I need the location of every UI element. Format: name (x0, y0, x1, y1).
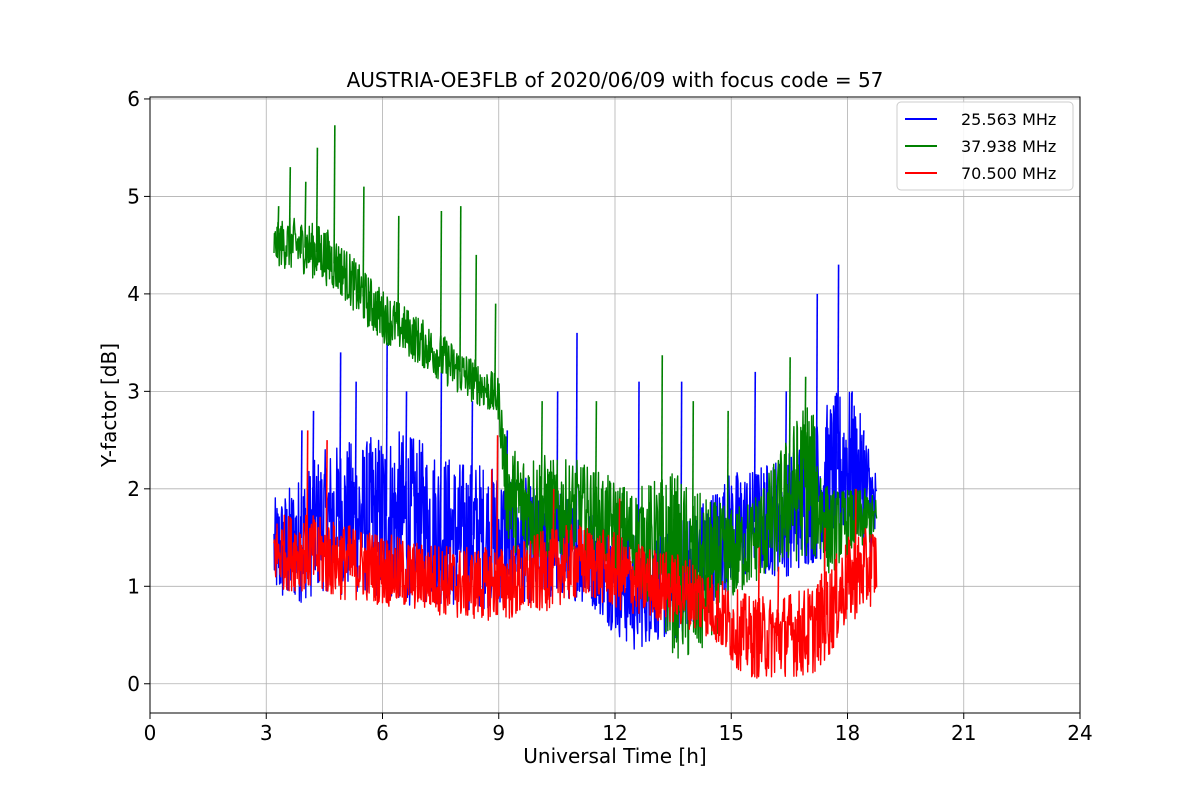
y-tick-label: 0 (127, 672, 140, 696)
series-spike-1 (862, 430, 865, 483)
x-tick-label: 24 (1067, 721, 1092, 745)
chart-title: AUSTRIA-OE3FLB of 2020/06/09 with focus … (347, 68, 884, 92)
series-spike-3 (552, 488, 555, 569)
x-tick-label: 6 (376, 721, 389, 745)
series-spike-1 (404, 391, 408, 520)
series-spike-1 (385, 342, 388, 517)
series-spike-2 (494, 303, 497, 396)
series-spike-1 (311, 410, 315, 530)
x-tick-label: 15 (719, 721, 744, 745)
x-tick-label: 21 (951, 721, 976, 745)
x-tick-label: 0 (144, 721, 157, 745)
series-spike-2 (277, 206, 280, 245)
series-spike-3 (618, 498, 621, 574)
series-spike-1 (850, 391, 853, 466)
plot-area (273, 125, 878, 679)
series-spike-2 (397, 215, 400, 326)
series-spike-1 (439, 371, 443, 528)
y-tick-label: 3 (127, 379, 140, 403)
series-spike-3 (496, 435, 499, 584)
y-tick-label: 2 (127, 477, 140, 501)
series-spike-2 (660, 355, 664, 554)
legend: 25.563 MHz 37.938 MHz 70.500 MHz (896, 101, 1074, 191)
series-spike-2 (362, 186, 365, 297)
y-tick-label: 6 (127, 87, 140, 111)
series-spike-3 (823, 527, 826, 618)
series-spike-2 (315, 147, 319, 252)
series-spike-2 (726, 410, 729, 560)
series-spike-1 (753, 371, 757, 522)
grid (149, 97, 1081, 713)
x-axis-label: Universal Time [h] (523, 744, 706, 768)
series-spike-3 (306, 430, 309, 553)
y-tick-label: 4 (127, 282, 140, 306)
series-spike-2 (691, 401, 695, 582)
y-axis-label: Y-factor [dB] (97, 343, 121, 468)
series-spike-1 (815, 293, 819, 491)
series-spike-2 (788, 357, 791, 499)
legend-label: 70.500 MHz (961, 164, 1056, 183)
series-spike-1 (470, 401, 474, 536)
series-spike-2 (439, 211, 443, 358)
series-spike-2 (459, 206, 462, 372)
series-spike-3 (490, 469, 493, 584)
series-line-3 (273, 514, 878, 679)
x-tick-label: 12 (602, 721, 627, 745)
series-spike-3 (776, 566, 780, 636)
series-spike-3 (757, 547, 760, 638)
series-spike-1 (300, 430, 303, 539)
x-tick-label: 9 (492, 721, 505, 745)
y-tick-label: 5 (127, 184, 140, 208)
y-tick-label: 1 (127, 574, 140, 598)
series-spike-2 (804, 376, 807, 480)
series-spike-3 (854, 488, 857, 577)
legend-label: 37.938 MHz (961, 137, 1056, 156)
series-spike-1 (837, 264, 840, 470)
series-line-2 (273, 217, 878, 659)
x-tick-label: 18 (835, 721, 860, 745)
series-spike-2 (333, 125, 336, 264)
legend-label: 25.563 MHz (961, 110, 1056, 129)
x-tick-label: 3 (260, 721, 273, 745)
series-spike-3 (325, 440, 328, 558)
series-spike-2 (474, 254, 478, 382)
series-spike-2 (540, 401, 543, 510)
series-spike-2 (594, 401, 598, 519)
legend-box (896, 101, 1074, 191)
series-spike-1 (339, 352, 342, 519)
series-spike-2 (288, 167, 292, 244)
series-spike-1 (354, 381, 357, 519)
series-spike-2 (304, 181, 307, 248)
